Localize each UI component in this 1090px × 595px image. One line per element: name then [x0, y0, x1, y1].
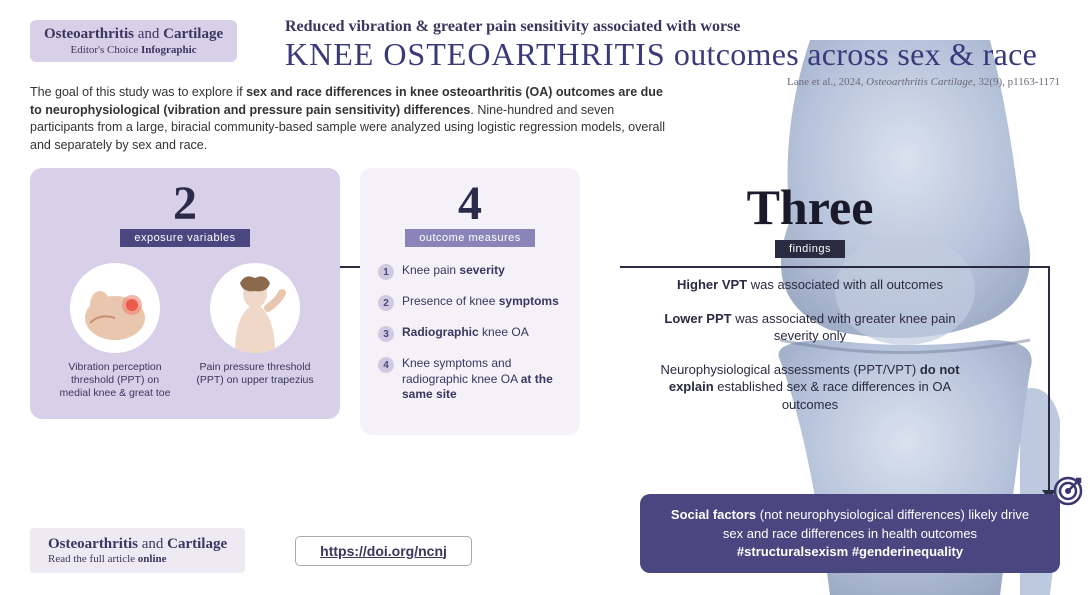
journal-badge: Osteoarthritis and Cartilage Editor's Ch…: [30, 20, 237, 62]
subtitle: Reduced vibration & greater pain sensiti…: [285, 18, 1060, 36]
panel3-number: Three: [616, 178, 1004, 236]
outcome-item: 3 Radiographic knee OA: [378, 325, 562, 342]
finding-item: Lower PPT was associated with greater kn…: [656, 310, 964, 345]
exposure-item: Vibration perception threshold (PPT) on …: [55, 263, 175, 400]
journal-name-part2: Cartilage: [163, 26, 223, 42]
conclusion-box: Social factors (not neurophysiological d…: [640, 494, 1060, 573]
outcome-item: 2 Presence of knee symptoms: [378, 294, 562, 311]
panel1-number: 2: [46, 182, 324, 225]
journal-name-conj: and: [134, 26, 163, 42]
doi-link[interactable]: https://doi.org/ncnj: [295, 536, 472, 566]
trapezius-illustration: [210, 263, 300, 353]
outcome-number: 3: [378, 326, 394, 342]
panel2-number: 4: [376, 182, 564, 225]
exposure-variables-panel: 2 exposure variables Vibration perceptio…: [30, 168, 340, 419]
exposure-label: Vibration perception threshold (PPT) on …: [55, 361, 175, 400]
hashtags: #structuralsexism #genderinequality: [737, 544, 963, 559]
read-article-text: Read the full article online: [48, 553, 227, 565]
outcome-number: 2: [378, 295, 394, 311]
panel2-pill: outcome measures: [405, 229, 535, 247]
intro-paragraph: The goal of this study was to explore if…: [0, 78, 1090, 154]
page-title: KNEE OSTEOARTHRITIS outcomes across sex …: [285, 38, 1060, 72]
badge-tagline: Editor's Choice Infographic: [44, 44, 223, 56]
findings-panel: Three findings Higher VPT was associated…: [600, 168, 1020, 447]
journal-footer-box: Osteoarthritis and Cartilage Read the fu…: [30, 528, 245, 573]
finding-item: Neurophysiological assessments (PPT/VPT)…: [656, 361, 964, 414]
panel1-pill: exposure variables: [120, 229, 249, 247]
outcome-item: 1 Knee pain severity: [378, 263, 562, 280]
journal-name-part1: Osteoarthritis: [44, 26, 134, 42]
exposure-label: Pain pressure threshold (PPT) on upper t…: [195, 361, 315, 387]
finding-item: Higher VPT was associated with all outco…: [656, 276, 964, 294]
outcome-measures-panel: 4 outcome measures 1 Knee pain severity …: [360, 168, 580, 435]
outcome-item: 4 Knee symptoms and radiographic knee OA…: [378, 356, 562, 403]
outcome-number: 1: [378, 264, 394, 280]
exposure-item: Pain pressure threshold (PPT) on upper t…: [195, 263, 315, 400]
outcome-number: 4: [378, 357, 394, 373]
foot-pain-illustration: [70, 263, 160, 353]
panel3-pill: findings: [775, 240, 845, 258]
